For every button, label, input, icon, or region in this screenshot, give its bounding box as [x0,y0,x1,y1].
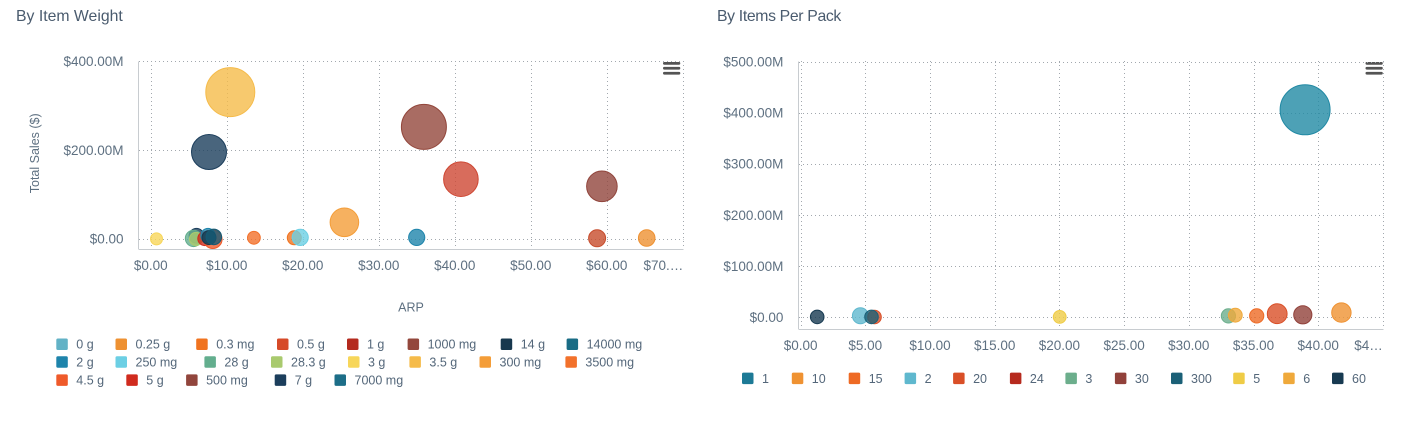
svg-text:$30.00: $30.00 [1168,338,1209,353]
svg-text:500 mg: 500 mg [206,374,248,388]
svg-text:1 g: 1 g [367,338,384,352]
svg-text:$35.00: $35.00 [1233,338,1274,353]
svg-text:$40.00: $40.00 [1298,338,1339,353]
svg-text:2: 2 [925,372,932,386]
svg-text:20: 20 [973,372,987,386]
svg-text:7 g: 7 g [295,374,312,388]
svg-text:$4…: $4… [1354,338,1383,353]
svg-text:$400.00M: $400.00M [63,54,123,69]
svg-text:$300.00M: $300.00M [723,157,783,172]
svg-text:$70.…: $70.… [644,258,684,273]
svg-text:0.5 g: 0.5 g [297,338,325,352]
svg-text:3.5 g: 3.5 g [429,356,457,370]
svg-text:$20.00: $20.00 [1039,338,1080,353]
svg-text:$50.00: $50.00 [510,258,551,273]
svg-text:300 mg: 300 mg [500,356,542,370]
svg-text:5: 5 [1253,372,1260,386]
svg-text:$10.00: $10.00 [909,338,950,353]
svg-text:$500.00M: $500.00M [723,54,783,69]
svg-text:$0.00: $0.00 [134,258,168,273]
svg-text:0.25 g: 0.25 g [136,338,171,352]
svg-text:3500 mg: 3500 mg [585,356,634,370]
svg-text:$60.00: $60.00 [586,258,627,273]
svg-text:$5.00: $5.00 [848,338,882,353]
svg-text:$40.00: $40.00 [434,258,475,273]
svg-text:$10.00: $10.00 [206,258,247,273]
svg-text:$0.00: $0.00 [90,231,124,246]
svg-text:60: 60 [1352,372,1366,386]
svg-text:28 g: 28 g [224,356,248,370]
svg-text:300: 300 [1191,372,1212,386]
svg-text:$0.00: $0.00 [750,310,784,325]
svg-text:1000 mg: 1000 mg [428,338,477,352]
svg-text:ARP: ARP [398,301,424,315]
svg-text:14000 mg: 14000 mg [587,338,643,352]
svg-text:$30.00: $30.00 [358,258,399,273]
svg-text:15: 15 [869,372,883,386]
svg-text:$400.00M: $400.00M [723,105,783,120]
svg-text:$20.00: $20.00 [282,258,323,273]
svg-text:30: 30 [1135,372,1149,386]
svg-text:3: 3 [1085,372,1092,386]
svg-text:2 g: 2 g [76,356,93,370]
svg-text:Total Sales ($): Total Sales ($) [28,113,42,193]
svg-text:$200.00M: $200.00M [723,208,783,223]
svg-text:By Items Per Pack: By Items Per Pack [717,8,841,25]
svg-text:1: 1 [762,372,769,386]
svg-text:24: 24 [1030,372,1044,386]
svg-text:6: 6 [1303,372,1310,386]
svg-text:$15.00: $15.00 [974,338,1015,353]
svg-text:$100.00M: $100.00M [723,259,783,274]
svg-text:14 g: 14 g [521,338,545,352]
svg-text:$0.00: $0.00 [784,338,818,353]
svg-text:$25.00: $25.00 [1103,338,1144,353]
svg-text:5 g: 5 g [146,374,163,388]
svg-text:3 g: 3 g [368,356,385,370]
svg-text:250 mg: 250 mg [136,356,178,370]
svg-text:0 g: 0 g [76,338,93,352]
svg-text:0.3 mg: 0.3 mg [216,338,254,352]
svg-text:7000 mg: 7000 mg [355,374,404,388]
svg-text:10: 10 [812,372,826,386]
svg-text:4.5 g: 4.5 g [76,374,104,388]
svg-text:28.3 g: 28.3 g [291,356,326,370]
svg-text:By Item Weight: By Item Weight [16,8,123,25]
svg-text:$200.00M: $200.00M [63,143,123,158]
